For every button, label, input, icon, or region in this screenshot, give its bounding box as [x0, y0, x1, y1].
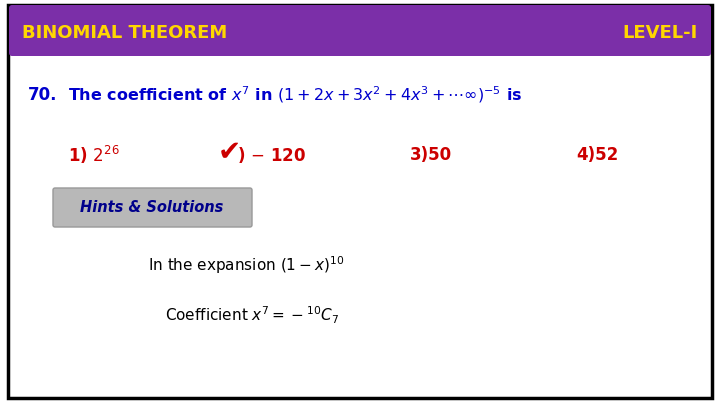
Text: The coefficient of $x^7$ in $\left(1 + 2x + 3x^2 + 4x^3 + \cdots\infty\right)^{-: The coefficient of $x^7$ in $\left(1 + 2…	[68, 85, 522, 105]
FancyBboxPatch shape	[53, 188, 252, 227]
Text: In the expansion $(1-x)^{10}$: In the expansion $(1-x)^{10}$	[148, 254, 344, 276]
Text: 4)52: 4)52	[576, 146, 618, 164]
Text: BINOMIAL THEOREM: BINOMIAL THEOREM	[22, 24, 228, 42]
Text: ✔: ✔	[218, 138, 241, 166]
Text: 1) $2^{26}$: 1) $2^{26}$	[68, 144, 120, 166]
Text: Coefficient $x^7 = -{}^{10}C_7$: Coefficient $x^7 = -{}^{10}C_7$	[165, 304, 339, 326]
Text: 3)50: 3)50	[410, 146, 452, 164]
Text: Hints & Solutions: Hints & Solutions	[81, 200, 224, 215]
Text: LEVEL-I: LEVEL-I	[623, 24, 698, 42]
Text: ) $-$ 120: ) $-$ 120	[237, 145, 306, 165]
Text: 70.: 70.	[28, 86, 58, 104]
FancyBboxPatch shape	[9, 5, 711, 56]
